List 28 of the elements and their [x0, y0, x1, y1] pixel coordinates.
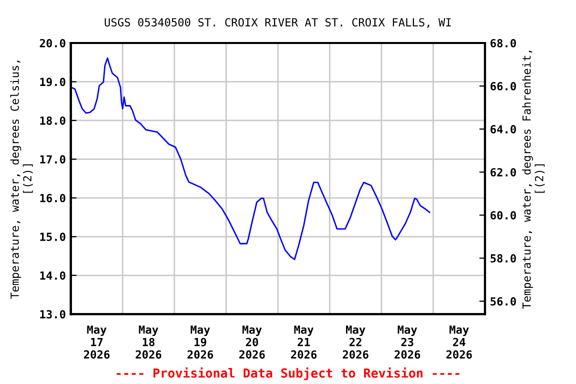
text: ---- Provisional Data Subject to Revision ----	[116, 367, 460, 380]
x-tick-label: May 21 2026	[291, 326, 317, 359]
y2-tick-label: 60.0	[490, 211, 516, 220]
y2-tick-label: 68.0	[490, 38, 516, 48]
x-tick-label: May 18 2026	[136, 326, 162, 359]
y-tick-label: 13.0	[40, 310, 66, 318]
y-axis-title: Temperature, water, degrees Celsius, [(2)]	[10, 60, 33, 299]
y-tick-label: 14.0	[40, 271, 66, 280]
y2-tick-label: 66.0	[490, 82, 516, 90]
x-tick-label: May 24 2026	[446, 326, 472, 359]
y-tick-label: 17.0	[40, 155, 66, 164]
y2-axis-title: Temperature, water, degrees Fahrenheit, [(2)]	[522, 50, 545, 309]
y2-tick-label: 58.0	[490, 254, 516, 263]
x-tick-label: May 20 2026	[239, 326, 265, 359]
line-series	[70, 57, 430, 260]
y-tick-label: 19.0	[40, 78, 66, 86]
y2-tick-label: 62.0	[490, 168, 516, 176]
x-tick-label: May 17 2026	[84, 326, 110, 359]
x-tick-label: May 19 2026	[188, 326, 214, 359]
y-tick-label: 18.0	[40, 116, 66, 125]
y2-tick-label: 56.0	[490, 297, 516, 306]
y2-tick-label: 64.0	[490, 125, 516, 134]
y-tick-label: 15.0	[40, 232, 66, 242]
y-tick-label: 16.0	[40, 194, 66, 202]
y-tick-label: 20.0	[40, 38, 66, 48]
x-tick-label: May 22 2026	[342, 326, 368, 359]
x-tick-label: May 23 2026	[394, 326, 420, 359]
chart-title: USGS 05340500 ST. CROIX RIVER AT ST. CROIX FALLS, WI	[104, 18, 451, 28]
